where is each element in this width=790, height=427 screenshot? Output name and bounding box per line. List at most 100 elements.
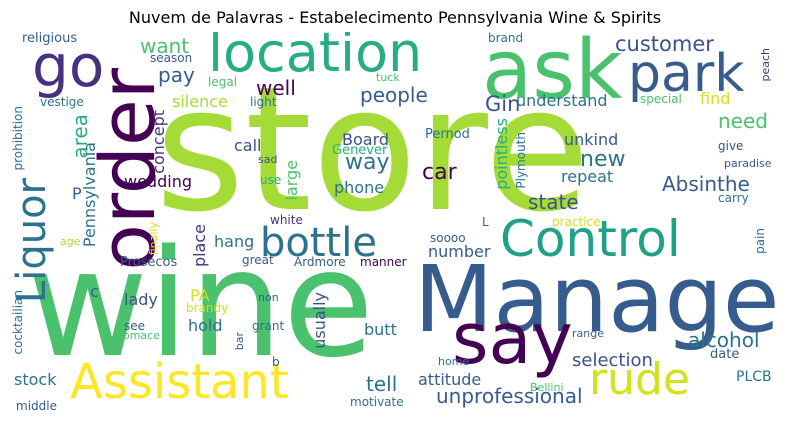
word-wedding: wedding: [124, 172, 192, 191]
word-grant: grant: [252, 319, 285, 333]
word-want: want: [140, 34, 190, 58]
word-b: b: [272, 355, 280, 369]
word-genever: Genever: [332, 143, 388, 158]
word-pain: pain: [753, 228, 767, 254]
word-middle: middle: [16, 399, 57, 413]
word-bottle: bottle: [260, 220, 377, 266]
word-age: age: [60, 235, 81, 248]
word-soooo: soooo: [430, 231, 466, 245]
word-special: special: [640, 92, 682, 106]
word-prosecos: Prosecos: [120, 255, 178, 270]
word-lady: lady: [124, 290, 158, 309]
word-practice: practice: [552, 215, 601, 229]
word-l: L: [482, 215, 489, 229]
word-unkind: unkind: [564, 130, 619, 149]
word-well: well: [256, 76, 296, 100]
word-liquor: Liquor: [12, 178, 55, 304]
word-large: large: [282, 160, 301, 201]
word-paradise: paradise: [724, 157, 772, 170]
word-rude: rude: [589, 354, 690, 405]
word-c: c: [90, 282, 99, 301]
word-tell: tell: [366, 372, 398, 396]
chart-title: Nuvem de Palavras - Estabelecimento Penn…: [128, 8, 662, 27]
word-date: date: [710, 347, 740, 362]
word-unprofessional: unprofessional: [436, 384, 583, 408]
word-religious: religious: [22, 32, 78, 46]
word-pa: PA: [190, 286, 210, 305]
word-plymouth: Plymouth: [514, 132, 528, 189]
word-legal: legal: [208, 75, 238, 89]
word-say: say: [452, 298, 573, 380]
word-light: light: [250, 95, 277, 109]
word-need: need: [718, 109, 768, 133]
word-park: park: [628, 44, 745, 104]
word-control: Control: [500, 210, 681, 268]
word-season: season: [150, 51, 193, 65]
word-pennsylvania: Pennsylvania: [80, 142, 99, 248]
word-alcohol: alcohol: [688, 328, 760, 352]
word-white: white: [270, 213, 303, 227]
word-state: state: [528, 190, 579, 214]
word-store: store: [155, 49, 591, 250]
word-manager: Manager: [414, 246, 784, 353]
word-phone: phone: [334, 178, 385, 197]
word-cocktailian: cocktailian: [12, 290, 25, 355]
word-wine: wine: [27, 218, 375, 390]
word-carry: carry: [718, 191, 749, 205]
word-new: new: [580, 147, 626, 172]
word-bar: bar: [233, 332, 246, 351]
word-pointless: pointless: [492, 118, 511, 190]
word-repeat: repeat: [561, 167, 614, 186]
word-sad: sad: [258, 153, 278, 166]
word-use: use: [260, 173, 282, 187]
word-non: non: [258, 291, 279, 304]
word-pomace: pomace: [116, 329, 160, 342]
word-manner: manner: [360, 255, 407, 269]
word-home: home: [438, 355, 470, 368]
word-people: people: [360, 83, 428, 107]
word-place: place: [190, 224, 209, 268]
word-see: see: [124, 319, 146, 333]
word-range: range: [572, 327, 604, 340]
word-peach: peach: [759, 48, 772, 82]
word-great: great: [242, 253, 274, 267]
word-ask: ask: [482, 32, 623, 118]
word-assistant: Assistant: [70, 354, 289, 410]
word-stock: stock: [14, 370, 57, 389]
word-ardmore: Ardmore: [294, 255, 346, 269]
word-finally: finally: [147, 222, 160, 256]
word-location: location: [208, 32, 423, 84]
word-brand: brand: [488, 32, 524, 45]
word-hang: hang: [214, 232, 255, 251]
word-go: go: [32, 32, 105, 100]
word-bellini: Bellini: [530, 381, 564, 394]
word-pernod: Pernod: [425, 127, 470, 142]
word-customer: customer: [615, 32, 714, 56]
word-vestige: vestige: [40, 95, 84, 109]
word-concept: concept: [149, 110, 168, 174]
word-p: P: [72, 184, 82, 203]
word-call: call: [234, 136, 262, 155]
word-attitude: attitude: [418, 370, 482, 389]
word-selection: selection: [572, 350, 653, 371]
word-pay: pay: [158, 63, 195, 87]
word-plcb: PLCB: [736, 369, 772, 385]
word-hold: hold: [188, 316, 223, 335]
word-usually: usually: [310, 292, 329, 349]
word-motivate: motivate: [350, 395, 404, 409]
word-absinthe: Absinthe: [662, 172, 750, 196]
word-way: way: [345, 150, 390, 175]
word-gin: Gin: [485, 92, 521, 116]
word-board: Board: [342, 130, 390, 149]
word-find: find: [700, 89, 731, 108]
word-number: number: [428, 242, 491, 261]
word-understand: understand: [516, 91, 608, 110]
word-tuck: tuck: [376, 71, 400, 84]
word-cloud: store wine Manager ask order Control loc…: [12, 32, 784, 418]
word-silence: silence: [172, 92, 228, 111]
word-prohibition: prohibition: [12, 106, 25, 171]
word-brandy: brandy: [186, 301, 229, 315]
word-butt: butt: [364, 320, 397, 339]
word-give: give: [718, 139, 744, 153]
word-car: car: [422, 160, 457, 185]
